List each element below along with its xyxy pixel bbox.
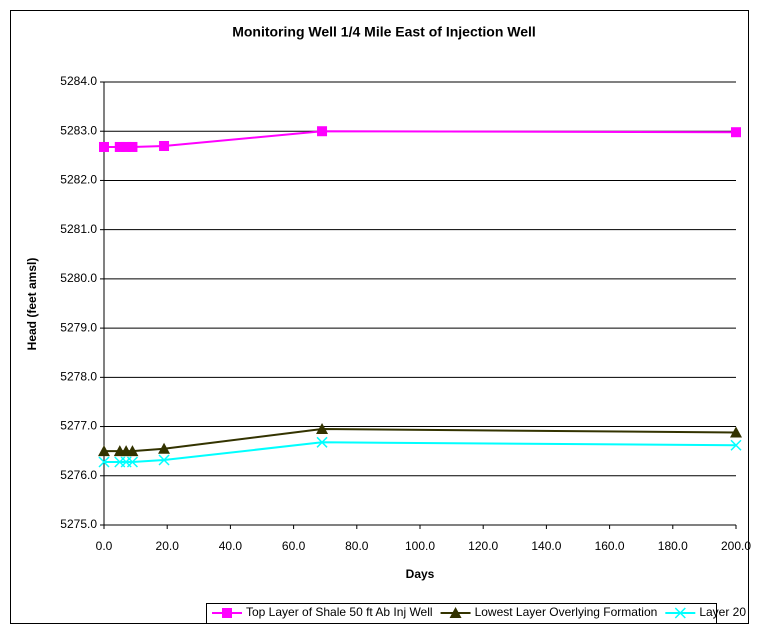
marker (98, 445, 110, 457)
y-tick-label: 5276.0 (60, 468, 97, 482)
plot-area (104, 82, 736, 525)
marker (731, 127, 741, 138)
x-tick-label: 180.0 (658, 539, 688, 553)
marker (316, 436, 328, 448)
marker (316, 423, 329, 435)
y-tick-label: 5275.0 (60, 517, 97, 531)
y-tick-label: 5279.0 (60, 320, 97, 334)
y-axis-title: Head (feet amsl) (25, 258, 39, 351)
y-tick-label: 5282.0 (60, 173, 97, 187)
x-tick-label: 100.0 (405, 539, 435, 553)
x-tick-label: 40.0 (219, 539, 243, 553)
y-tick-label: 5277.0 (60, 419, 97, 433)
marker (126, 445, 139, 457)
marker (730, 426, 742, 438)
x-tick-label: 0.0 (96, 539, 113, 553)
x-tick-label: 20.0 (156, 539, 180, 553)
x-tick-label: 60.0 (282, 539, 306, 553)
x-tick-label: 160.0 (595, 539, 625, 553)
marker (449, 607, 462, 618)
marker (121, 141, 132, 152)
x-tick-label: 200.0 (721, 539, 751, 553)
legend-label: Top Layer of Shale 50 ft Ab Inj Well (246, 605, 433, 619)
marker (222, 608, 232, 618)
y-tick-label: 5281.0 (60, 222, 97, 236)
x-tick-label: 80.0 (345, 539, 369, 553)
x-tick-label: 120.0 (468, 539, 498, 553)
chart-title: Monitoring Well 1/4 Mile East of Injecti… (232, 24, 536, 40)
marker (730, 439, 742, 451)
marker (674, 607, 686, 619)
marker (159, 140, 170, 151)
x-tick-label: 140.0 (531, 539, 561, 553)
marker (114, 141, 125, 152)
marker (99, 141, 109, 152)
y-tick-label: 5283.0 (60, 123, 97, 137)
y-tick-label: 5280.0 (60, 271, 97, 285)
legend-label: Lowest Layer Overlying Formation (475, 605, 658, 619)
legend-label: Layer 20 (699, 605, 746, 619)
marker (317, 126, 328, 137)
marker (158, 454, 170, 466)
marker (127, 141, 138, 152)
marker (158, 442, 171, 454)
y-tick-label: 5278.0 (60, 370, 97, 384)
marker (98, 456, 110, 468)
marker (126, 456, 138, 468)
x-axis-title: Days (406, 567, 435, 581)
y-tick-label: 5284.0 (60, 74, 97, 88)
